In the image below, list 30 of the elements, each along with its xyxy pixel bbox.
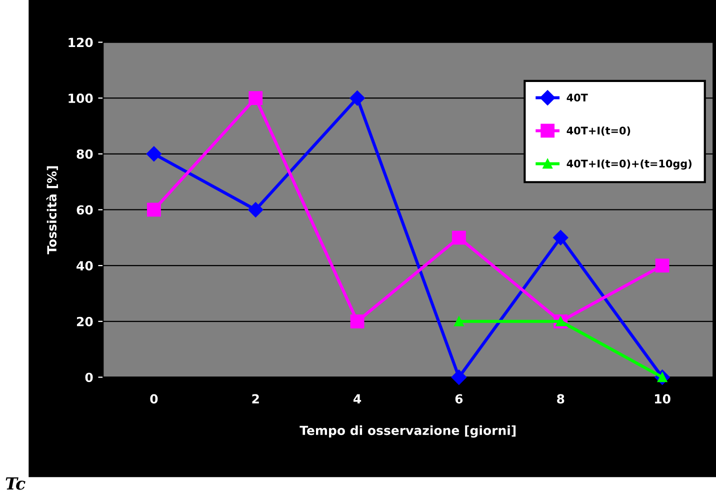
x-tick-label: 6 (455, 394, 463, 404)
y-axis-title: Tossicità [%] (46, 166, 58, 254)
x-tick-label: 2 (252, 394, 259, 404)
y-tick-label: 20 (76, 316, 93, 326)
x-tick-label: 10 (655, 394, 670, 404)
x-axis-title: Tempo di osservazione [giorni] (300, 425, 516, 438)
point (248, 91, 263, 106)
legend-label: 40T (566, 94, 588, 102)
legend-label: 40T+I(t=0)+(t=10gg) (566, 159, 692, 170)
point (454, 316, 464, 326)
y-tick-label: 40 (76, 261, 93, 270)
point (146, 146, 162, 162)
text: Tc (6, 477, 26, 490)
y-tick-label: 120 (68, 38, 93, 48)
x-tick-label: 0 (150, 394, 158, 404)
y-tick-label: 0 (85, 372, 93, 382)
point (452, 230, 466, 245)
point (451, 370, 467, 385)
y-tick-label: 100 (68, 94, 93, 103)
x-tick-label: 8 (557, 394, 564, 404)
point (553, 230, 568, 246)
legend-label: 40T+I(t=0) (566, 126, 630, 136)
y-tick-label: 80 (76, 149, 93, 159)
y-tick-label: 60 (76, 205, 93, 215)
point (350, 314, 364, 328)
point (655, 258, 670, 273)
point (146, 202, 161, 217)
point (248, 202, 264, 218)
point (350, 90, 365, 106)
x-tick-label: 4 (354, 394, 362, 404)
